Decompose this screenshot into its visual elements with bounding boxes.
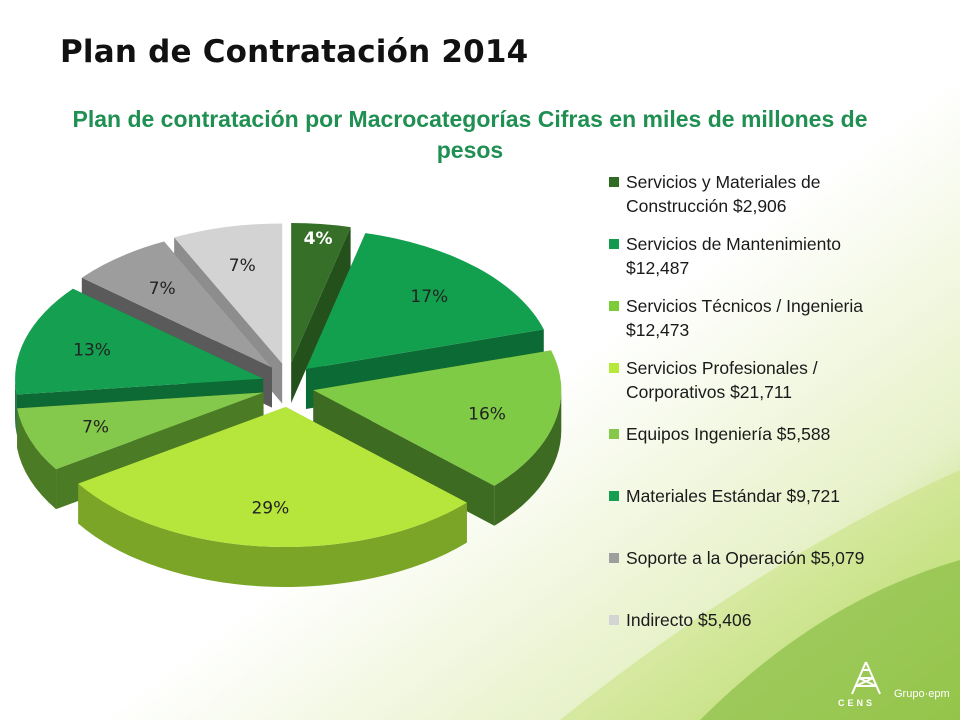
slice-top xyxy=(15,288,264,395)
legend-item: Servicios y Materiales de Construcción $2… xyxy=(606,170,926,218)
legend-item: Soporte a la Operación $5,079 xyxy=(606,546,926,570)
pie-slice xyxy=(313,350,562,526)
legend-label: Indirecto $5,406 xyxy=(626,610,752,630)
slice-percent-label: 29% xyxy=(251,498,289,518)
cens-epm-logo: CENS Grupo·epm xyxy=(838,660,958,718)
legend-swatch xyxy=(609,363,619,373)
slice-percent-label: 7% xyxy=(149,279,176,299)
slice-top xyxy=(17,392,264,470)
legend-label: Soporte a la Operación $5,079 xyxy=(626,548,865,568)
slice-top xyxy=(305,233,544,370)
legend-label: Materiales Estándar $9,721 xyxy=(626,486,841,506)
legend-label: Servicios Técnicos / Ingenieria $12,473 xyxy=(626,296,864,340)
slice-top xyxy=(78,407,467,548)
legend-swatch xyxy=(609,177,619,187)
legend-item: Equipos Ingeniería $5,588 xyxy=(606,422,926,446)
legend-item: Servicios de Mantenimiento $12,487 xyxy=(606,232,926,280)
slice-side xyxy=(494,390,562,526)
slice-top xyxy=(174,223,283,364)
legend-swatch xyxy=(609,491,619,501)
legend-label: Servicios Profesionales / Corporativos $2… xyxy=(626,358,818,402)
legend-swatch xyxy=(609,429,619,439)
legend-swatch xyxy=(609,239,619,249)
legend-label: Servicios de Mantenimiento $12,487 xyxy=(626,234,841,278)
slice-side xyxy=(15,378,17,435)
pie-slice xyxy=(78,407,467,588)
cens-tower-icon xyxy=(851,661,881,695)
legend-item: Indirecto $5,406 xyxy=(606,608,926,632)
legend-swatch xyxy=(609,301,619,311)
grupo-epm-wordmark: Grupo·epm xyxy=(894,688,950,700)
slice-percent-label: 17% xyxy=(410,287,448,307)
legend-item: Materiales Estándar $9,721 xyxy=(606,484,926,508)
slice-top xyxy=(313,350,562,486)
slice-percent-label: 4% xyxy=(304,229,333,249)
slice-top xyxy=(291,223,351,364)
slice-wall xyxy=(313,390,495,526)
legend-item: Servicios Técnicos / Ingenieria $12,473 xyxy=(606,294,926,342)
slice-percent-label: 7% xyxy=(229,256,256,276)
pie-slice xyxy=(291,223,351,404)
slice-percent-label: 13% xyxy=(73,341,111,361)
legend-label: Equipos Ingeniería $5,588 xyxy=(626,424,831,444)
slice-side xyxy=(17,408,57,510)
legend-label: Servicios y Materiales de Construcción $2… xyxy=(626,172,821,216)
slice-side xyxy=(78,483,467,588)
slice-top xyxy=(81,241,273,368)
cens-wordmark: CENS xyxy=(838,698,876,708)
slide-title: Plan de Contratación 2014 xyxy=(60,34,529,70)
slice-percent-label: 7% xyxy=(82,418,109,438)
legend-swatch xyxy=(609,615,619,625)
legend-swatch xyxy=(609,553,619,563)
slice-wall xyxy=(291,227,351,404)
chart-title: Plan de contratación por Macrocategorías… xyxy=(72,106,868,163)
legend-item: Servicios Profesionales / Corporativos $2… xyxy=(606,356,926,404)
slice-percent-label: 16% xyxy=(468,404,506,424)
